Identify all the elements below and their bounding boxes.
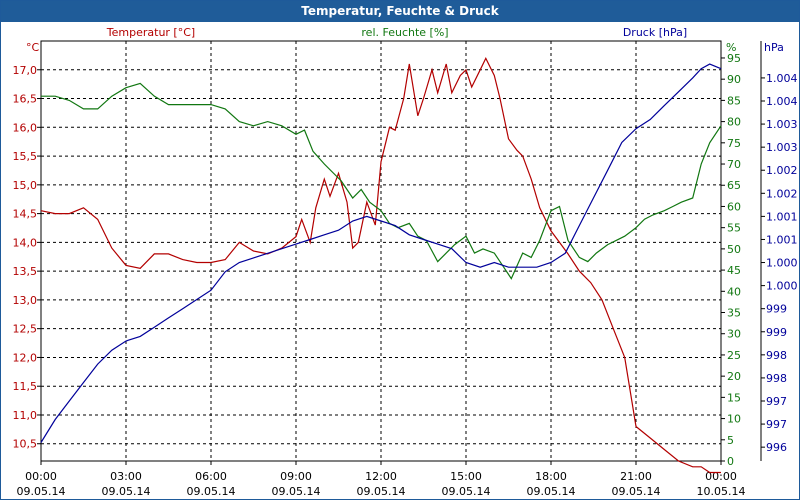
right1-tick-label: 20	[727, 370, 741, 383]
right2-tick-label: 1.000	[766, 280, 798, 293]
right2-tick-label: 1.004	[766, 72, 798, 85]
right1-tick-label: 50	[727, 243, 741, 256]
x-tick-date: 09.05.14	[272, 485, 321, 498]
right2-tick-label: 1.001	[766, 210, 798, 223]
left-tick-label: 16,5	[13, 93, 38, 106]
right2-axis-title: Druck [hPa]	[623, 26, 687, 39]
right2-tick-label: 1.001	[766, 233, 798, 246]
right1-tick-label: 0	[727, 455, 734, 468]
right1-tick-label: 70	[727, 158, 741, 171]
right1-tick-label: 40	[727, 285, 741, 298]
right2-tick-label: 997	[766, 395, 787, 408]
right1-axis-title: rel. Feuchte [%]	[361, 26, 448, 39]
x-tick-date: 09.05.14	[612, 485, 661, 498]
left-tick-label: 13,5	[13, 265, 38, 278]
x-tick-time: 00:00	[705, 470, 737, 483]
right1-tick-label: 80	[727, 116, 741, 129]
left-tick-label: 12,0	[13, 351, 38, 364]
right1-tick-label: 90	[727, 73, 741, 86]
right2-tick-label: 998	[766, 372, 787, 385]
x-tick-time: 12:00	[365, 470, 397, 483]
x-tick-time: 21:00	[620, 470, 652, 483]
x-tick-time: 00:00	[25, 470, 57, 483]
x-tick-date: 09.05.14	[102, 485, 151, 498]
x-tick-date: 09.05.14	[527, 485, 576, 498]
right1-unit: %	[726, 41, 736, 54]
left-tick-label: 14,0	[13, 236, 38, 249]
chart-title: Temperatur, Feuchte & Druck	[1, 1, 799, 22]
right1-tick-label: 5	[727, 434, 734, 447]
right1-tick-label: 45	[727, 264, 741, 277]
left-tick-label: 16,0	[13, 121, 38, 134]
left-unit: °C	[26, 41, 40, 54]
right2-unit: hPa	[764, 41, 784, 54]
left-tick-label: 12,5	[13, 323, 38, 336]
right1-tick-label: 65	[727, 179, 741, 192]
left-tick-label: 15,5	[13, 150, 38, 163]
right1-tick-label: 60	[727, 200, 741, 213]
x-tick-time: 15:00	[450, 470, 482, 483]
right2-tick-label: 1.003	[766, 141, 798, 154]
temperature-series-line	[40, 56, 721, 474]
x-tick-date: 09.05.14	[357, 485, 406, 498]
right1-tick-label: 10	[727, 413, 741, 426]
left-tick-label: 11,5	[13, 380, 38, 393]
right1-tick-label: 95	[727, 52, 741, 65]
x-tick-date: 09.05.14	[442, 485, 491, 498]
x-tick-time: 18:00	[535, 470, 567, 483]
right1-tick-label: 75	[727, 137, 741, 150]
x-tick-date: 09.05.14	[17, 485, 66, 498]
left-axis-title: Temperatur [°C]	[106, 26, 195, 39]
x-tick-date: 10.05.14	[697, 485, 746, 498]
left-tick-label: 14,5	[13, 208, 38, 221]
right2-tick-label: 1.003	[766, 118, 798, 131]
right2-tick-label: 1.000	[766, 257, 798, 270]
x-tick-time: 03:00	[110, 470, 142, 483]
x-tick-time: 09:00	[280, 470, 312, 483]
right2-tick-label: 999	[766, 326, 787, 339]
right1-tick-label: 55	[727, 222, 741, 235]
left-tick-label: 11,0	[13, 409, 38, 422]
right2-tick-label: 998	[766, 349, 787, 362]
right1-tick-label: 25	[727, 349, 741, 362]
right1-tick-label: 15	[727, 391, 741, 404]
right2-tick-label: 1.004	[766, 95, 798, 108]
right2-tick-label: 997	[766, 418, 787, 431]
x-tick-date: 09.05.14	[187, 485, 236, 498]
right2-tick-label: 999	[766, 303, 787, 316]
left-tick-label: 13,0	[13, 294, 38, 307]
right1-tick-label: 30	[727, 328, 741, 341]
left-tick-label: 17,0	[13, 64, 38, 77]
pressure-series-line	[40, 63, 722, 443]
left-tick-label: 15,0	[13, 179, 38, 192]
left-tick-label: 10,5	[13, 438, 38, 451]
right2-tick-label: 996	[766, 441, 787, 454]
right2-tick-label: 1.002	[766, 187, 798, 200]
right1-tick-label: 35	[727, 307, 741, 320]
x-tick-time: 06:00	[195, 470, 227, 483]
humidity-series-line	[41, 82, 722, 280]
right2-tick-label: 1.002	[766, 164, 798, 177]
right1-tick-label: 85	[727, 94, 741, 107]
